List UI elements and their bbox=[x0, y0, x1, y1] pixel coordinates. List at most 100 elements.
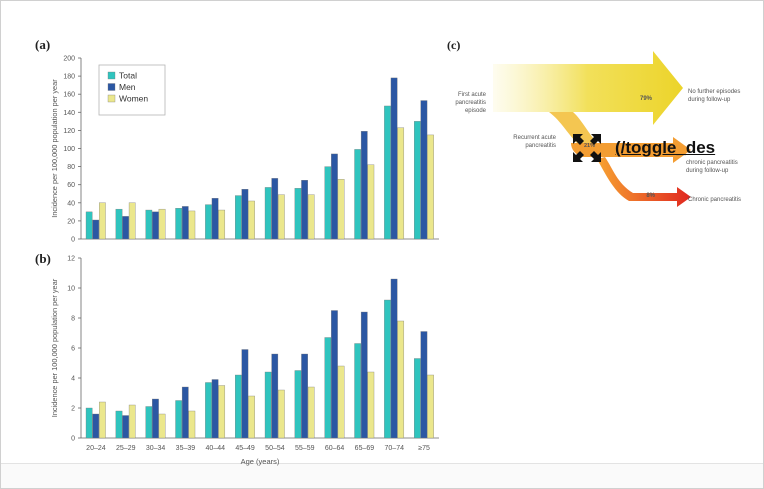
bar-men-6 bbox=[271, 178, 279, 240]
bar-women-3 bbox=[188, 210, 196, 240]
y-tick-label: 20 bbox=[67, 218, 75, 225]
bar-total-11 bbox=[414, 358, 421, 439]
bar-total-9 bbox=[354, 343, 361, 439]
bar-total-3 bbox=[175, 400, 182, 439]
y-axis-label: Incidence per 100,000 population per yea… bbox=[50, 79, 59, 218]
flow-node-label: Chronic pancreatitis bbox=[688, 197, 741, 203]
bar-men-10 bbox=[390, 278, 398, 439]
bar-men-1 bbox=[122, 216, 129, 240]
y-tick-label: 140 bbox=[63, 110, 75, 117]
bar-women-9 bbox=[367, 371, 375, 439]
y-tick-label: 10 bbox=[67, 286, 75, 293]
bar-women-8 bbox=[337, 365, 345, 439]
x-tick-label: 60–64 bbox=[325, 445, 345, 452]
bar-total-4 bbox=[205, 204, 212, 240]
flow-node-label-line: pancreatitis bbox=[525, 143, 556, 149]
bar-women-10 bbox=[397, 127, 405, 240]
flow-node-label-line: chronic pancreatitis bbox=[686, 160, 738, 166]
bar-women-8 bbox=[337, 179, 345, 240]
y-tick-label: 160 bbox=[63, 92, 75, 99]
flow-node-label-line: First acute bbox=[458, 92, 487, 98]
bottom-strip bbox=[1, 463, 763, 488]
y-tick-label: 100 bbox=[63, 146, 75, 153]
bar-total-3 bbox=[175, 208, 182, 240]
x-tick-label: 50–54 bbox=[265, 445, 285, 452]
flow-percent-label: 79% bbox=[640, 96, 653, 102]
x-tick-label: 45–49 bbox=[235, 445, 255, 452]
bar-men-5 bbox=[241, 189, 249, 240]
bar-women-4 bbox=[218, 209, 226, 240]
bar-total-8 bbox=[324, 337, 332, 439]
y-tick-label: 0 bbox=[71, 237, 75, 244]
bar-total-2 bbox=[145, 406, 153, 439]
x-tick-label: 20–24 bbox=[86, 445, 106, 452]
bar-women-3 bbox=[188, 410, 196, 439]
panel-a-label: (a) bbox=[35, 37, 50, 52]
legend-swatch-total bbox=[107, 71, 116, 80]
bar-women-2 bbox=[158, 413, 166, 439]
bar-total-10 bbox=[384, 299, 391, 439]
bar-total-8 bbox=[324, 166, 332, 240]
x-tick-label: 70–74 bbox=[385, 445, 405, 452]
bar-women-1 bbox=[128, 404, 136, 439]
bar-men-0 bbox=[92, 219, 100, 240]
y-tick-label: 60 bbox=[67, 182, 75, 189]
bar-women-0 bbox=[99, 401, 106, 439]
bar-men-0 bbox=[92, 413, 100, 439]
y-tick-label: 80 bbox=[67, 164, 75, 171]
toggle-description-label[interactable]: (/toggle_des bbox=[615, 138, 716, 157]
bar-total-11 bbox=[414, 121, 421, 240]
bar-men-5 bbox=[241, 349, 249, 439]
bar-total-1 bbox=[115, 208, 123, 240]
y-tick-label: 4 bbox=[71, 376, 75, 383]
bar-total-6 bbox=[264, 187, 272, 240]
y-tick-label: 8 bbox=[71, 316, 75, 323]
bar-women-5 bbox=[248, 200, 255, 240]
bar-men-8 bbox=[331, 310, 338, 439]
y-tick-label: 6 bbox=[71, 346, 75, 353]
y-tick-label: 0 bbox=[71, 436, 75, 443]
bar-women-7 bbox=[307, 194, 315, 240]
x-axis-label: Age (years) bbox=[241, 457, 280, 466]
bar-women-7 bbox=[307, 386, 315, 439]
bar-men-6 bbox=[271, 353, 279, 439]
flow-node-label-line: No further episodes bbox=[688, 89, 740, 95]
bar-women-0 bbox=[99, 202, 106, 240]
bar-men-2 bbox=[152, 211, 159, 240]
flow-percent-label: 8% bbox=[646, 193, 655, 199]
bar-men-9 bbox=[360, 131, 368, 240]
flow-percent-label: 21% bbox=[584, 143, 595, 149]
bar-total-0 bbox=[85, 211, 93, 240]
flow-arrow-chronic-pancreatitis bbox=[597, 157, 691, 207]
bar-total-0 bbox=[85, 407, 93, 439]
x-tick-label: 40–44 bbox=[206, 445, 226, 452]
x-tick-label: 65–69 bbox=[355, 445, 375, 452]
bar-men-11 bbox=[420, 331, 428, 439]
bar-women-4 bbox=[218, 385, 226, 439]
bar-women-10 bbox=[397, 320, 405, 439]
flow-node-label-line: Recurrent acute bbox=[513, 135, 556, 141]
bar-total-5 bbox=[235, 374, 242, 439]
bar-total-6 bbox=[264, 371, 272, 439]
bar-men-1 bbox=[122, 415, 129, 439]
y-tick-label: 12 bbox=[67, 256, 75, 263]
bar-total-4 bbox=[205, 382, 212, 439]
legend-swatch-women bbox=[107, 94, 116, 103]
bar-men-4 bbox=[211, 198, 219, 240]
bar-total-7 bbox=[294, 188, 302, 240]
bar-women-2 bbox=[158, 208, 166, 240]
x-tick-label: 25–29 bbox=[116, 445, 136, 452]
bar-women-11 bbox=[427, 374, 434, 439]
bar-men-2 bbox=[152, 398, 159, 439]
bar-men-11 bbox=[420, 100, 428, 240]
bar-women-6 bbox=[278, 194, 285, 240]
bar-men-9 bbox=[360, 311, 368, 439]
flow-split-recurrent bbox=[549, 112, 597, 143]
x-tick-label: 30–34 bbox=[146, 445, 166, 452]
toggle-description-link[interactable]: (/toggle_des bbox=[571, 132, 715, 164]
legend-label-women: Women bbox=[119, 94, 148, 104]
y-tick-label: 180 bbox=[63, 74, 75, 81]
y-tick-label: 2 bbox=[71, 406, 75, 413]
